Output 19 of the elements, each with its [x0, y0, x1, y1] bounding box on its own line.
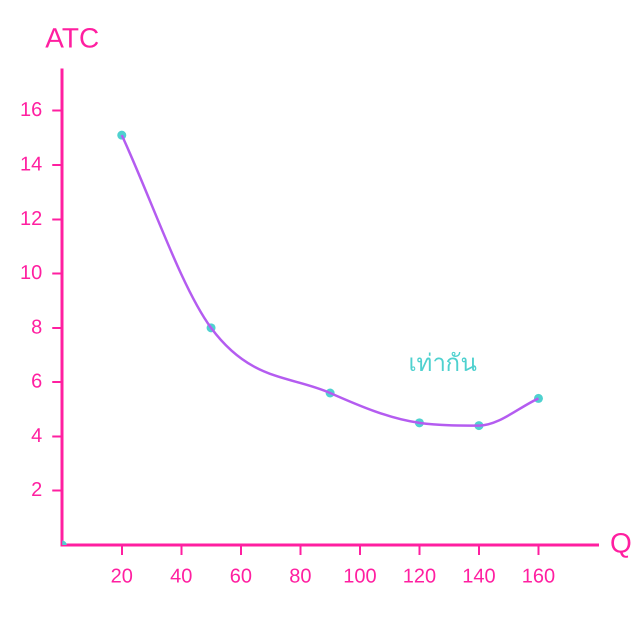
y-tick-label: 4	[31, 424, 42, 447]
y-tick-label: 10	[20, 262, 42, 284]
y-tick-label: 16	[20, 99, 42, 122]
x-tick-label: 100	[343, 566, 377, 588]
y-axis-title: ATC	[45, 22, 100, 54]
x-tick-label: 80	[289, 566, 312, 588]
x-tick-label: 120	[402, 566, 436, 588]
y-tick-label: 12	[20, 208, 42, 230]
x-tick-label: 40	[170, 566, 192, 588]
y-tick-label: 8	[31, 316, 42, 338]
x-axis-title: Q	[610, 528, 632, 559]
y-tick-label: 2	[31, 479, 42, 502]
y-tick-label: 6	[31, 370, 42, 393]
annotation: เท่ากัน	[408, 350, 477, 378]
x-tick-label: 160	[522, 566, 556, 588]
x-tick-label: 60	[230, 566, 252, 588]
x-tick-label: 140	[462, 566, 496, 588]
x-tick-label: 20	[110, 566, 133, 588]
y-tick-label: 14	[20, 154, 42, 176]
